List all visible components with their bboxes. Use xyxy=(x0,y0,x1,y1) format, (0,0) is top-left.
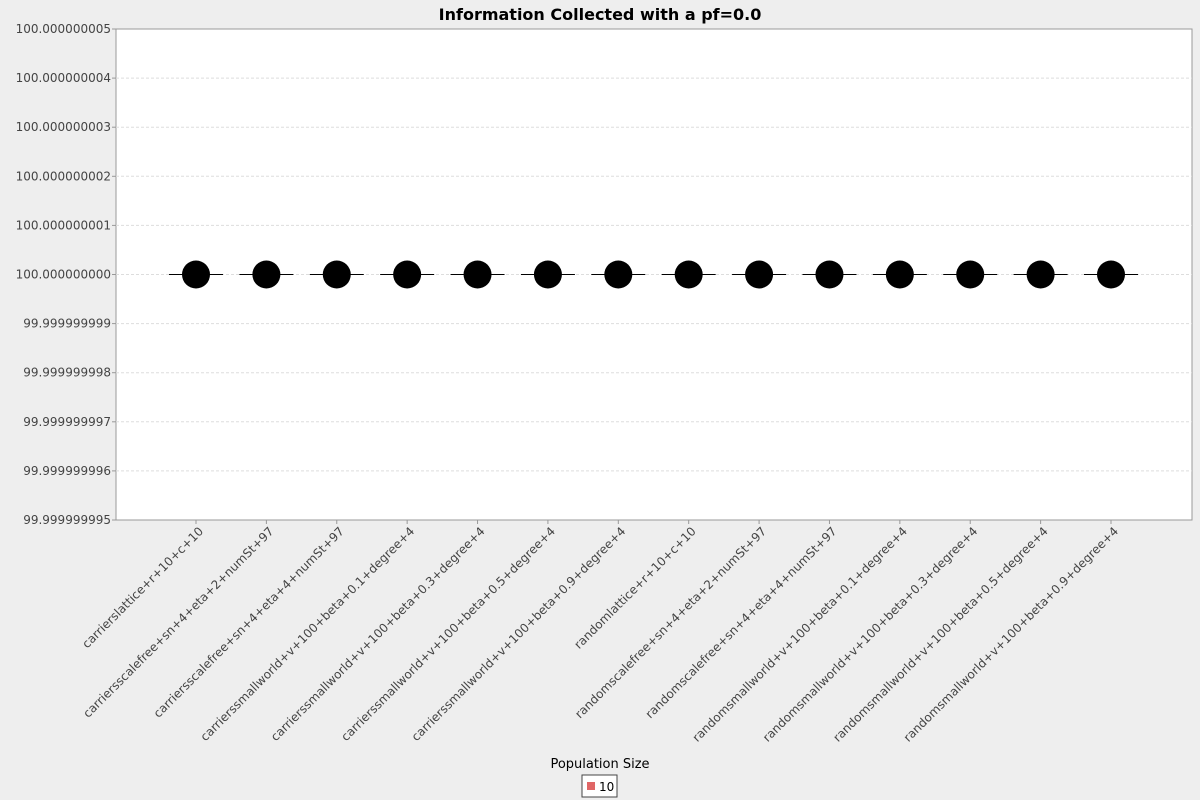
chart-title: Information Collected with a pf=0.0 xyxy=(439,5,762,24)
data-point xyxy=(252,260,281,289)
y-axis-ticks: 99.999999995 99.999999996 99.999999997 99.9… xyxy=(16,22,116,527)
legend: 10 xyxy=(581,774,618,798)
data-point xyxy=(604,260,633,289)
legend-frame xyxy=(581,774,618,798)
data-point xyxy=(393,260,422,289)
y-tick-label: 100.000000002 xyxy=(16,169,111,183)
y-tick-label: 100.000000003 xyxy=(16,120,111,134)
x-axis-ticks: carrierslattice+r+10+c+10carriersscalefr… xyxy=(79,520,1121,745)
y-tick-label: 100.000000005 xyxy=(16,22,111,36)
y-tick-label: 99.999999999 xyxy=(23,317,111,331)
legend-swatch xyxy=(587,782,595,790)
y-tick-label: 100.000000004 xyxy=(16,71,111,85)
legend-label: 10 xyxy=(599,780,614,794)
y-tick-label: 100.000000001 xyxy=(16,218,111,232)
data-point xyxy=(815,260,844,289)
x-category-label: carrierslattice+r+10+c+10 xyxy=(79,524,206,651)
legend-title: Population Size xyxy=(550,757,649,772)
y-tick-label: 99.999999995 xyxy=(23,513,111,527)
data-point xyxy=(674,260,703,289)
y-tick-label: 99.999999998 xyxy=(23,366,111,380)
y-tick-label: 99.999999996 xyxy=(23,464,111,478)
data-points xyxy=(169,260,1138,289)
data-point xyxy=(1097,260,1125,289)
data-point xyxy=(885,260,914,289)
x-category-label: randomlattice+r+10+c+10 xyxy=(571,524,698,651)
data-point xyxy=(745,260,774,289)
data-point xyxy=(956,260,985,289)
data-point xyxy=(322,260,351,289)
data-point xyxy=(182,260,210,289)
data-point xyxy=(463,260,492,289)
data-point xyxy=(533,260,562,289)
y-tick-label: 99.999999997 xyxy=(23,415,111,429)
data-point xyxy=(1026,260,1055,289)
grid-lines xyxy=(116,77,1192,472)
y-tick-label: 100.000000000 xyxy=(16,268,111,282)
